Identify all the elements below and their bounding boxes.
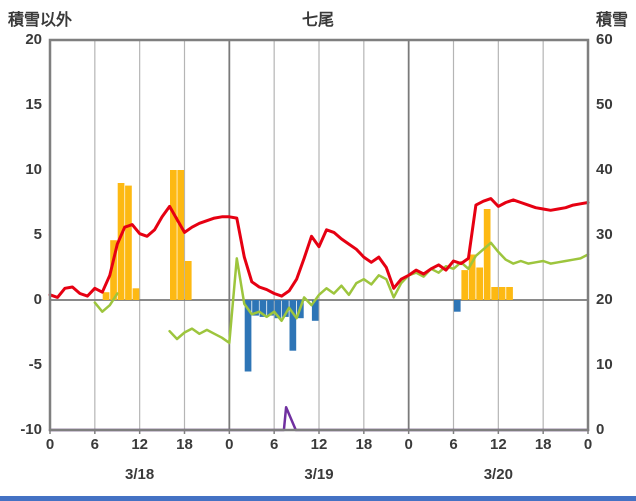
- plot-border: [48, 38, 590, 434]
- orange-bars-bar: [132, 288, 140, 300]
- chart-canvas: [48, 38, 590, 434]
- orange-bars-bar: [125, 185, 132, 300]
- right-axis-title: 積雪: [595, 12, 628, 29]
- x-axis-tick-label: 18: [355, 436, 373, 453]
- blue-bars-bar: [282, 300, 289, 317]
- x-axis-tick-label: 0: [404, 436, 413, 453]
- right-axis-tick-label: 60: [596, 31, 613, 48]
- right-axis-tick-label: 10: [596, 356, 613, 373]
- orange-bars-bar: [491, 287, 498, 300]
- x-axis-tick-label: 0: [225, 436, 234, 453]
- date-label: 3/20: [483, 466, 513, 483]
- x-axis-tick-label: 12: [310, 436, 328, 453]
- orange-bars-bar: [498, 287, 506, 300]
- orange-bars-bar: [483, 209, 491, 300]
- red-temperature-line-path: [48, 197, 590, 299]
- blue-bars-bar: [267, 300, 274, 316]
- orange-bars-bar: [184, 261, 192, 300]
- left-axis-tick-label: -10: [20, 421, 42, 438]
- blue-bars-bar: [244, 300, 252, 372]
- blue-bars-bar: [311, 300, 319, 321]
- x-axis-tick-label: 18: [534, 436, 552, 453]
- right-axis-tick-label: 20: [596, 291, 613, 308]
- left-axis-tick-label: 20: [25, 31, 42, 48]
- left-axis-tick-label: 0: [33, 291, 42, 308]
- red-temperature-line: [48, 197, 590, 299]
- right-axis-tick-label: 50: [596, 96, 613, 113]
- orange-bars-bar: [102, 292, 110, 300]
- x-axis-tick-label: 12: [131, 436, 148, 453]
- orange-bars-bar: [468, 254, 476, 300]
- green-line-path: [93, 292, 119, 313]
- x-axis-tick-label: 6: [449, 436, 458, 453]
- blue-bars: [244, 300, 461, 372]
- x-axis-tick-label: 6: [269, 436, 279, 453]
- x-axis-tick-label: 18: [176, 436, 193, 453]
- orange-bars: [102, 170, 513, 300]
- green-line-path: [168, 241, 590, 345]
- x-axis-tick-label: 0: [45, 436, 55, 453]
- orange-bars-bar: [117, 183, 125, 300]
- orange-bars-bar: [110, 240, 117, 300]
- date-label: 3/18: [125, 466, 155, 483]
- blue-bars-bar: [259, 300, 267, 317]
- orange-bars-bar: [461, 270, 469, 300]
- left-axis-tick-label: 5: [33, 226, 42, 243]
- blue-bars-bar: [289, 300, 297, 351]
- orange-bars-bar: [177, 170, 185, 300]
- x-axis-tick-label: 12: [489, 436, 507, 453]
- chart-title: 七尾: [301, 12, 334, 29]
- x-axis-tick-label: 0: [583, 436, 593, 453]
- blue-bars-bar: [252, 300, 259, 316]
- date-label: 3/19: [304, 466, 334, 483]
- blue-bars-bar: [274, 300, 282, 319]
- blue-bars-bar: [453, 300, 461, 312]
- right-axis-tick-label: 30: [596, 226, 613, 243]
- left-axis-tick-label: -5: [28, 356, 42, 373]
- orange-bars-bar: [170, 170, 177, 300]
- left-axis-tick-label: 15: [25, 96, 42, 113]
- left-axis-title: 積雪以外: [8, 12, 73, 29]
- x-axis-tick-label: 6: [90, 436, 99, 453]
- orange-bars-bar: [476, 267, 483, 300]
- right-axis-tick-label: 0: [596, 421, 605, 438]
- bottom-blue-bar: [0, 496, 636, 501]
- orange-bars-bar: [506, 287, 513, 300]
- green-line: [93, 241, 590, 345]
- right-axis-tick-label: 40: [596, 161, 613, 178]
- left-axis-tick-label: 10: [25, 161, 42, 178]
